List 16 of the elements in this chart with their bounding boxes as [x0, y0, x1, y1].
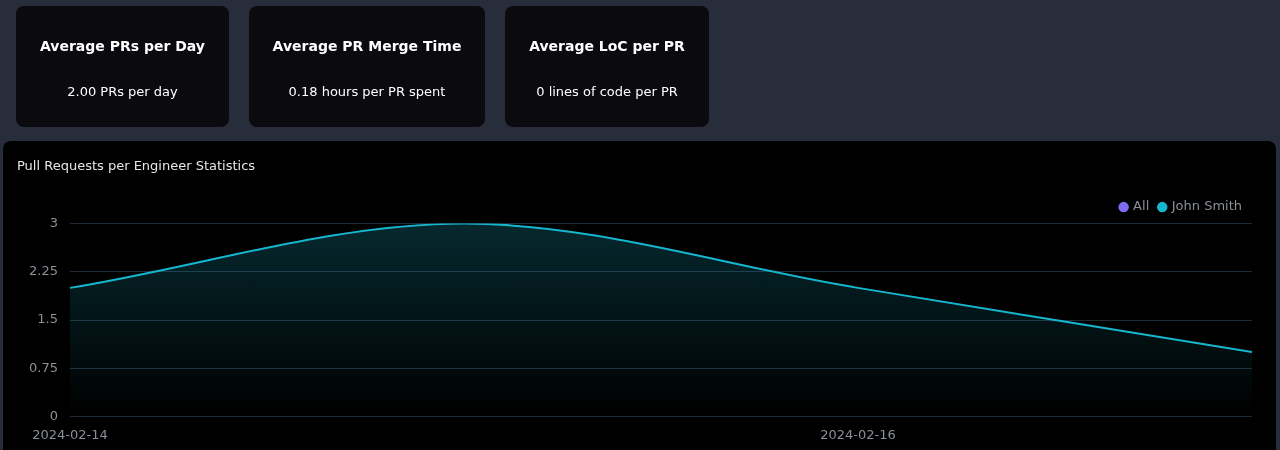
- y-tick-label: 1.5: [37, 311, 58, 327]
- legend-label: John Smith: [1170, 198, 1242, 214]
- text: Average LoC per PR: [528, 38, 686, 54]
- x-tick-label: 2024-02-16: [820, 426, 896, 442]
- legend-label: All: [1133, 198, 1150, 214]
- text: Average PR Merge Time: [271, 38, 463, 54]
- text: 0 lines of code per PR: [535, 84, 679, 99]
- chart-title: Pull Requests per Engineer Statistics: [17, 158, 256, 174]
- y-tick-label: 3: [49, 214, 58, 230]
- y-tick-label: 0: [49, 407, 58, 423]
- y-tick-label: 0.75: [28, 359, 58, 375]
- y-tick-label: 2.25: [28, 263, 58, 279]
- text: 0.18 hours per PR spent: [287, 84, 447, 99]
- text: 2.00 PRs per day: [66, 84, 179, 99]
- x-tick-label: 2024-02-14: [32, 426, 108, 442]
- text: Average PRs per Day: [39, 38, 206, 54]
